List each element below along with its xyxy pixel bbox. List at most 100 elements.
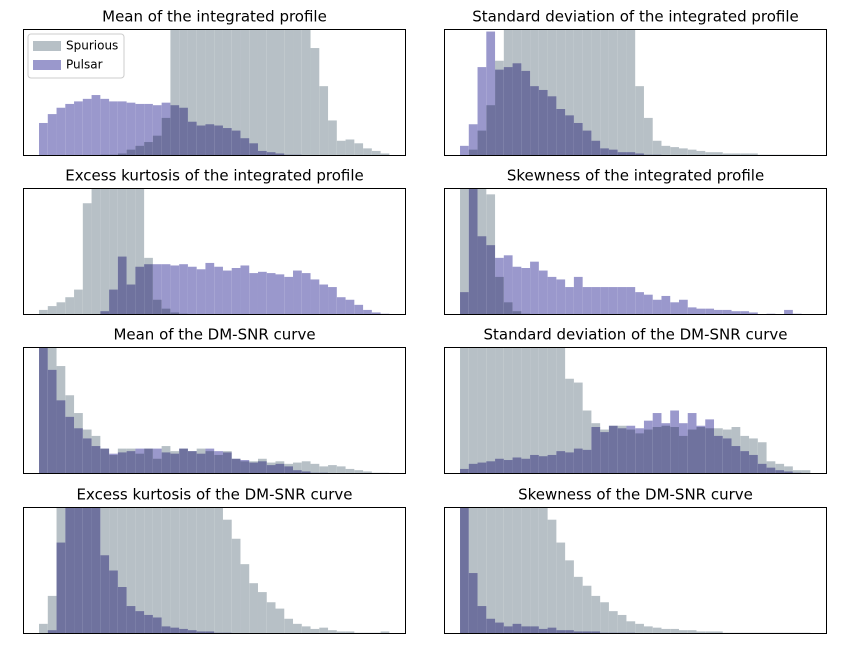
bar [565, 560, 574, 634]
bar [187, 451, 197, 474]
bar [231, 130, 241, 156]
bar [345, 299, 355, 315]
bar [591, 631, 601, 634]
bar [328, 465, 337, 474]
bar [556, 630, 566, 634]
bar [249, 273, 258, 315]
bar [582, 631, 592, 634]
bar [582, 449, 592, 474]
bar [100, 188, 110, 315]
bar [591, 140, 601, 156]
bar [714, 435, 723, 474]
bar [179, 628, 188, 634]
bar [801, 470, 811, 474]
bar [179, 29, 188, 156]
bar [82, 438, 92, 474]
plot-area [460, 29, 811, 156]
bar [652, 140, 662, 156]
bar [301, 626, 311, 634]
bar [749, 454, 758, 474]
bar [670, 147, 679, 156]
bar [126, 188, 136, 315]
bar [460, 347, 469, 474]
bar [257, 150, 267, 156]
bar [477, 236, 487, 315]
bar [222, 519, 232, 634]
bar [293, 623, 302, 634]
plot-area [460, 347, 811, 474]
bar [626, 287, 636, 315]
bar [600, 287, 609, 315]
bar [573, 576, 583, 634]
bar [696, 631, 706, 634]
series [100, 29, 390, 156]
bar [284, 276, 294, 315]
axes-frame [23, 188, 406, 315]
bar [170, 265, 180, 315]
bar [512, 266, 522, 315]
bar [468, 347, 478, 474]
bar [371, 312, 381, 315]
bar [100, 555, 110, 634]
bar [144, 103, 153, 156]
bar [749, 153, 758, 156]
bar [784, 471, 793, 474]
bar [547, 627, 557, 634]
bar [380, 153, 390, 156]
legend: Spurious Pulsar [27, 33, 125, 79]
bar [521, 268, 531, 315]
bar [249, 462, 258, 474]
bar [547, 276, 557, 315]
bar [345, 139, 355, 156]
bar [205, 124, 215, 156]
bar [635, 623, 644, 634]
bar [600, 29, 609, 156]
bar [266, 465, 276, 474]
bar [336, 466, 346, 474]
bar [547, 347, 557, 474]
bar [503, 347, 513, 474]
bar [547, 29, 557, 156]
series [460, 31, 662, 156]
bar [301, 461, 311, 474]
bar [661, 628, 671, 634]
bar [503, 255, 513, 315]
bar [144, 448, 153, 474]
legend-label: Pulsar [66, 58, 103, 72]
bar [600, 432, 609, 474]
bar [635, 428, 644, 474]
bar [187, 29, 197, 156]
bar [336, 631, 346, 634]
bar [275, 29, 285, 156]
bar [144, 507, 153, 634]
bar [82, 507, 92, 634]
bar [766, 467, 776, 474]
bar [179, 448, 188, 474]
bar [196, 269, 206, 315]
bar [626, 621, 636, 634]
bar [301, 471, 311, 474]
axes-frame [444, 188, 827, 315]
bar [275, 274, 285, 315]
bar [231, 458, 241, 474]
legend-swatch [33, 41, 61, 51]
bar [556, 542, 566, 634]
bar [670, 410, 679, 474]
plot-area [39, 188, 390, 315]
series [100, 256, 390, 315]
bar [109, 570, 118, 634]
bar [468, 573, 478, 634]
bar [477, 606, 487, 634]
bar [126, 451, 136, 474]
bar [345, 631, 355, 634]
bar [91, 507, 101, 634]
bar [731, 446, 741, 474]
bar [266, 152, 276, 156]
bar [635, 292, 644, 315]
bar [56, 302, 66, 315]
bar [82, 203, 92, 315]
bar [284, 618, 294, 634]
bar [591, 427, 601, 474]
bar [56, 400, 66, 474]
